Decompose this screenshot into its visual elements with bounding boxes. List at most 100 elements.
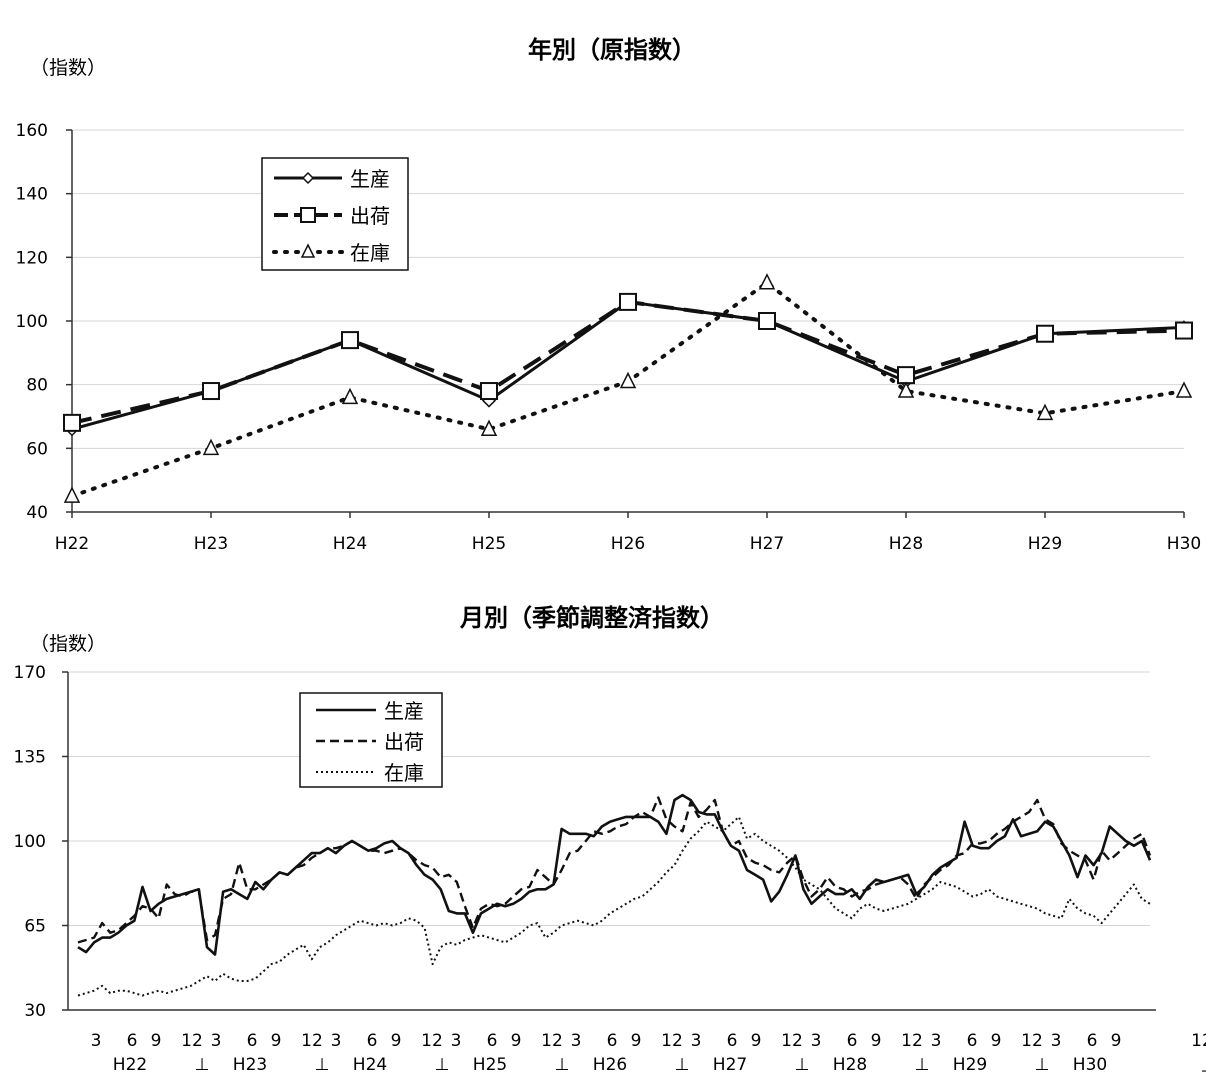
- series-line-在庫: [77, 815, 1151, 997]
- month-tick-label: 12: [661, 1031, 683, 1051]
- month-tick-label: 3: [451, 1031, 462, 1051]
- month-tick-label: 6: [247, 1031, 258, 1051]
- x-tick-label: H29: [1028, 534, 1062, 554]
- year-separator: ⊥: [555, 1055, 570, 1074]
- y-axis-unit: （指数）: [30, 633, 106, 655]
- x-tick-label: H30: [1167, 534, 1201, 554]
- month-tick-label: 12: [301, 1031, 323, 1051]
- year-separator: ⊥: [1035, 1055, 1050, 1074]
- x-tick-label: H25: [472, 534, 506, 554]
- legend-marker: [301, 171, 315, 185]
- y-tick-label: 160: [16, 121, 48, 141]
- series-line-在庫: [70, 280, 1186, 499]
- year-label: H26: [593, 1055, 627, 1074]
- month-tick-label: 3: [691, 1031, 702, 1051]
- x-tick-label: H27: [750, 534, 784, 554]
- legend-marker: [300, 243, 316, 258]
- month-tick-label: 12: [781, 1031, 803, 1051]
- year-label: H25: [473, 1055, 507, 1074]
- month-tick-label: 6: [967, 1031, 978, 1051]
- data-point-出荷: [341, 331, 359, 350]
- x-tick-label: H22: [55, 534, 89, 554]
- month-tick-label: 9: [991, 1031, 1002, 1051]
- month-tick-label: 9: [631, 1031, 642, 1051]
- month-tick-label: 6: [607, 1031, 618, 1051]
- year-label: H28: [833, 1055, 867, 1074]
- month-tick-label: 9: [151, 1031, 162, 1051]
- year-separator: ⊥: [915, 1055, 930, 1074]
- data-point-在庫: [758, 273, 776, 290]
- month-tick-label: 9: [1111, 1031, 1122, 1051]
- month-tick-label: 6: [727, 1031, 738, 1051]
- annual-chart: 年別（原指数） （指数） 40 60 80 100 120 140 160 H22 H23 H24 H2…: [16, 36, 1202, 554]
- year-end-mark: 」: [1202, 1055, 1206, 1074]
- data-point-出荷: [63, 413, 81, 432]
- data-point-出荷: [758, 312, 776, 330]
- data-point-出荷: [480, 382, 498, 401]
- x-tick-label: H28: [889, 534, 923, 554]
- legend-label-出荷: 出荷: [384, 730, 424, 754]
- y-tick-label: 60: [26, 439, 48, 459]
- y-tick-label: 30: [24, 1001, 46, 1021]
- year-separator: ⊥: [315, 1055, 330, 1074]
- month-tick-label: 12: [1191, 1031, 1206, 1051]
- month-tick-label: 12: [901, 1031, 923, 1051]
- legend-label-生産: 生産: [384, 699, 424, 723]
- year-separator: ⊥: [195, 1055, 210, 1074]
- y-axis-unit: （指数）: [30, 57, 106, 79]
- year-label: H23: [233, 1055, 267, 1074]
- month-tick-label: 6: [367, 1031, 378, 1051]
- month-tick-label: 12: [541, 1031, 563, 1051]
- data-point-出荷: [619, 292, 637, 311]
- data-point-在庫: [897, 381, 915, 398]
- month-tick-label: 3: [1051, 1031, 1062, 1051]
- x-tick-label: H26: [611, 534, 645, 554]
- x-tick-label: H24: [333, 534, 367, 554]
- data-point-出荷: [202, 382, 220, 401]
- year-label: H29: [953, 1055, 987, 1074]
- data-point-在庫: [63, 486, 81, 503]
- month-tick-label: 9: [751, 1031, 762, 1051]
- data-point-在庫: [1036, 403, 1054, 421]
- legend-marker: [300, 207, 316, 223]
- month-tick-label: 12: [421, 1031, 443, 1051]
- legend-label-出荷: 出荷: [350, 204, 390, 228]
- month-tick-label: 6: [487, 1031, 498, 1051]
- series-line-出荷: [71, 299, 1185, 425]
- month-tick-label: 3: [91, 1031, 102, 1051]
- y-tick-label: 170: [14, 663, 46, 683]
- legend-label-在庫: 在庫: [384, 761, 424, 785]
- month-tick-label: 6: [127, 1031, 138, 1051]
- series-line-出荷: [77, 796, 1152, 944]
- year-label: H24: [353, 1055, 387, 1074]
- month-tick-label: 3: [571, 1031, 582, 1051]
- month-tick-label: 12: [1021, 1031, 1043, 1051]
- legend-label-生産: 生産: [350, 167, 390, 191]
- data-point-出荷: [897, 366, 915, 385]
- y-tick-label: 40: [26, 503, 48, 523]
- y-tick-label: 140: [16, 185, 48, 205]
- y-tick-label: 120: [16, 248, 48, 268]
- data-point-在庫: [341, 387, 359, 405]
- chart-title: 月別（季節調整済指数）: [459, 604, 724, 632]
- year-separator: ⊥: [675, 1055, 690, 1074]
- y-tick-label: 100: [14, 832, 46, 852]
- data-point-出荷: [1175, 321, 1193, 340]
- month-tick-label: 9: [391, 1031, 402, 1051]
- year-separator: ⊥: [795, 1055, 810, 1074]
- month-tick-label: 6: [847, 1031, 858, 1051]
- year-label: H22: [113, 1055, 147, 1074]
- data-point-在庫: [619, 371, 637, 389]
- month-tick-label: 12: [181, 1031, 203, 1051]
- legend-label-在庫: 在庫: [350, 241, 390, 265]
- x-tick-label: H23: [194, 534, 228, 554]
- y-tick-label: 80: [26, 376, 48, 396]
- month-tick-label: 3: [211, 1031, 222, 1051]
- month-tick-label: 9: [871, 1031, 882, 1051]
- y-tick-label: 135: [14, 748, 46, 768]
- data-point-在庫: [480, 419, 498, 436]
- y-tick-label: 65: [24, 917, 46, 937]
- month-tick-label: 6: [1087, 1031, 1098, 1051]
